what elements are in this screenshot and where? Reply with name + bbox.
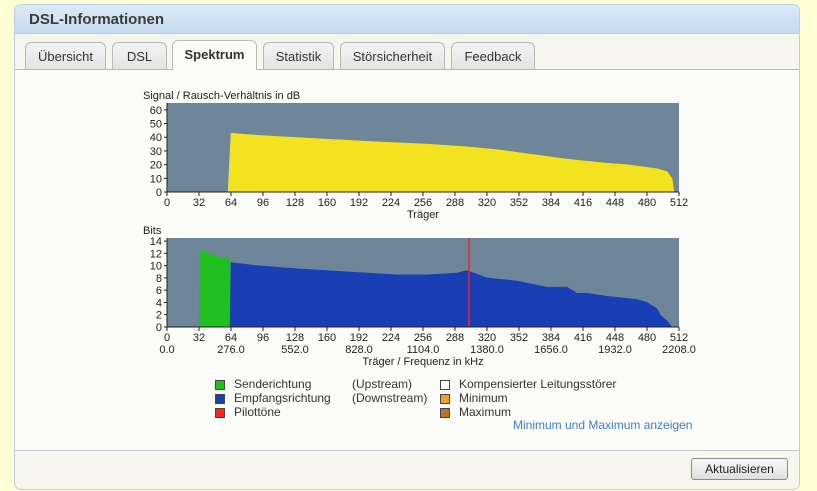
bits-chart-xtick-label: 128 <box>286 332 304 344</box>
tab-uebersicht[interactable]: Übersicht <box>25 42 106 70</box>
snr-chart-ylabel: Signal / Rausch-Verhältnis in dB <box>143 90 300 102</box>
bits-chart-ytick-label: 14 <box>150 236 162 248</box>
snr-chart-series-1 <box>227 132 675 193</box>
bits-chart-ytick-label: 2 <box>156 310 162 322</box>
snr-chart-xtick-label: 480 <box>638 197 656 209</box>
legend-maximum-label: Maximum <box>459 405 512 419</box>
bits-chart-xtick-label: 64 <box>225 332 237 344</box>
bits-chart-ytick-label: 12 <box>150 248 162 260</box>
bits-chart-xtick-label: 448 <box>606 332 624 344</box>
bits-chart-freq-label: 1380.0 <box>470 344 504 356</box>
bits-chart-xtick-label: 512 <box>670 332 688 344</box>
upstream-swatch <box>215 380 225 390</box>
refresh-button[interactable]: Aktualisieren <box>691 458 788 480</box>
snr-chart-xtick-label: 384 <box>542 197 560 209</box>
bits-chart-xtick-label: 416 <box>574 332 592 344</box>
snr-chart-xtick-label: 320 <box>478 197 496 209</box>
snr-chart-xtick-label: 128 <box>286 197 304 209</box>
dsl-information-panel: DSL-Informationen Übersicht DSL Spektrum… <box>14 4 800 490</box>
legend-pilot-label: Pilottöne <box>234 405 281 419</box>
bits-chart-ytick-label: 8 <box>156 273 162 285</box>
show-min-max-link[interactable]: Minimum und Maximum anzeigen <box>513 418 693 432</box>
legend-downstream-label: Empfangsrichtung <box>234 391 331 405</box>
legend-downstream-dir: (Downstream) <box>352 391 428 405</box>
snr-chart-xtick-label: 160 <box>318 197 336 209</box>
bits-chart-freq-label: 276.0 <box>217 344 245 356</box>
bits-chart-ytick-label: 4 <box>156 297 162 309</box>
snr-chart-ytick-label: 30 <box>150 146 162 158</box>
legend-upstream-dir: (Upstream) <box>352 377 413 391</box>
snr-chart-xtick-label: 224 <box>382 197 400 209</box>
panel-header <box>15 5 799 34</box>
bits-chart-ylabel: Bits <box>143 225 162 237</box>
snr-chart-xlabel: Träger <box>407 209 439 221</box>
bits-chart-series-1 <box>198 249 231 328</box>
snr-chart-xtick-label: 416 <box>574 197 592 209</box>
bits-chart-freq-label: 1104.0 <box>407 344 440 356</box>
snr-chart-xtick-label: 448 <box>606 197 624 209</box>
bits-chart-xtick-label: 0 <box>164 332 170 344</box>
legend-compensated-label: Kompensierter Leitungsstörer <box>459 377 617 391</box>
snr-chart-xtick-label: 0 <box>164 197 170 209</box>
panel-title: DSL-Informationen <box>29 11 164 28</box>
bits-chart-ytick-label: 6 <box>156 285 162 297</box>
snr-chart-xtick-label: 352 <box>510 197 528 209</box>
bits-chart-xtick-label: 96 <box>257 332 269 344</box>
bits-chart-ytick-label: 10 <box>150 261 162 273</box>
bits-chart-freq-label: 828.0 <box>345 344 373 356</box>
snr-chart-xtick-label: 96 <box>257 197 269 209</box>
bits-chart-freq-label: 2208.0 <box>662 344 696 356</box>
tab-statistik[interactable]: Statistik <box>263 42 334 70</box>
bits-chart-freq-label: 552.0 <box>281 344 309 356</box>
bits-chart-xtick-label: 480 <box>638 332 656 344</box>
snr-chart-ytick-label: 50 <box>150 119 162 131</box>
snr-chart-xtick-label: 32 <box>193 197 205 209</box>
snr-chart-ytick-label: 10 <box>150 173 162 185</box>
bits-chart-freq-label: 1932.0 <box>598 344 632 356</box>
bits-chart-xtick-label: 192 <box>350 332 368 344</box>
snr-chart-xtick-label: 192 <box>350 197 368 209</box>
bits-chart-xtick-label: 256 <box>414 332 432 344</box>
tab-feedback[interactable]: Feedback <box>451 42 535 70</box>
tab-dsl[interactable]: DSL <box>112 42 167 70</box>
footer-divider <box>15 450 799 451</box>
tab-divider <box>15 69 799 70</box>
snr-chart-xtick-label: 512 <box>670 197 688 209</box>
bits-chart-xlabel: Träger / Frequenz in kHz <box>362 356 483 368</box>
snr-chart-ytick-label: 0 <box>156 187 162 199</box>
snr-chart-xtick-label: 256 <box>414 197 432 209</box>
bits-chart-xtick-label: 320 <box>478 332 496 344</box>
legend-upstream-label: Senderichtung <box>234 377 312 391</box>
minimum-swatch <box>440 394 450 404</box>
legend-minimum-label: Minimum <box>459 391 508 405</box>
snr-chart-xtick-label: 288 <box>446 197 464 209</box>
snr-chart-ytick-label: 60 <box>150 105 162 117</box>
pilot-swatch <box>215 408 225 418</box>
tab-spektrum[interactable]: Spektrum <box>172 40 257 70</box>
spectrum-content: 0 10 20 30 40 50 60 0 32 64 96 128 160 192 224 256 288 32… <box>15 70 799 450</box>
bits-chart-xtick-label: 352 <box>510 332 528 344</box>
bits-chart-freq-label: 1656.0 <box>534 344 568 356</box>
bits-chart-ytick-label: 0 <box>156 322 162 334</box>
bits-chart-xtick-label: 32 <box>193 332 205 344</box>
bits-chart-series-2 <box>229 262 673 328</box>
bits-chart-xtick-label: 160 <box>318 332 336 344</box>
bits-chart-freq-label: 0.0 <box>159 344 174 356</box>
snr-chart-ytick-label: 20 <box>150 160 162 172</box>
downstream-swatch <box>215 394 225 404</box>
bits-chart-xtick-label: 224 <box>382 332 400 344</box>
compensated-swatch <box>440 380 450 390</box>
snr-chart-xtick-label: 64 <box>225 197 237 209</box>
snr-chart-ytick-label: 40 <box>150 132 162 144</box>
bits-chart-xtick-label: 384 <box>542 332 560 344</box>
bits-chart-xtick-label: 288 <box>446 332 464 344</box>
maximum-swatch <box>440 408 450 418</box>
tab-stoersicherheit[interactable]: Störsicherheit <box>340 42 445 70</box>
